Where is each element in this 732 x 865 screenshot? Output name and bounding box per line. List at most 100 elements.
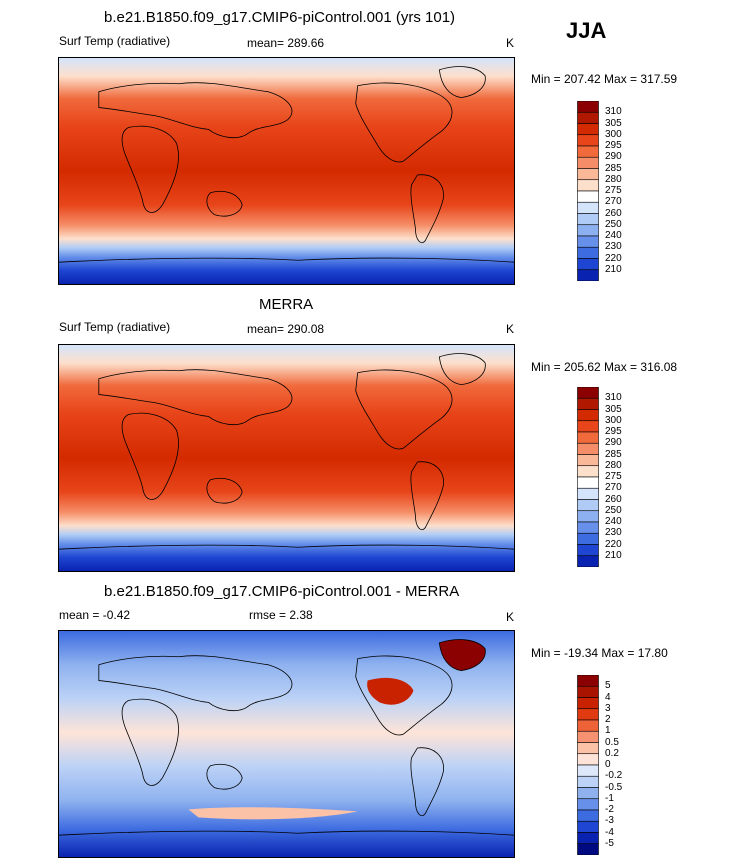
colorbar-swatch [577,224,599,237]
panel-model-coast-south-america [410,174,444,244]
colorbar-swatch [577,123,599,136]
colorbar-swatch [577,809,599,822]
panel-obs-coast-eurasia [98,369,293,426]
panel-model-colorbar [577,101,599,281]
colorbar-tick-label: 2 [605,714,611,725]
panel-diff-coast-eurasia [98,655,293,712]
panel-model-coast-australia [206,190,243,217]
colorbar-tick-label: 0 [605,759,611,770]
colorbar-tick-label: 1 [605,725,611,737]
colorbar-swatch [577,134,599,147]
panel-diff-coast-australia [206,763,243,790]
panel-model-map [58,57,515,285]
panel-obs-coast-australia [206,477,243,504]
colorbar-tick-label: 305 [605,403,622,415]
colorbar-tick-label: 240 [605,516,622,527]
panel-obs-minmax: Min = 205.62 Max = 316.08 [531,360,678,374]
colorbar-swatch [577,258,599,271]
colorbar-swatch [577,532,599,545]
colorbar-swatch [577,719,599,732]
colorbar-tick-label: -1 [605,792,614,804]
colorbar-tick-label: 220 [605,538,622,550]
colorbar-swatch [577,387,599,399]
panel-obs-coast-north-america [355,369,453,450]
colorbar-tick-label: 275 [605,471,622,482]
colorbar-swatch [577,235,599,248]
colorbar-tick-label: 240 [605,230,622,241]
colorbar-tick-label: 285 [605,448,622,460]
season-label: JJA [566,18,607,43]
colorbar-swatch [577,101,599,113]
panel-diff-map-svg [59,631,514,857]
colorbar-tick-label: 295 [605,426,622,437]
colorbar-tick-label: 220 [605,252,622,264]
colorbar-swatch [577,213,599,226]
colorbar-tick-label: 210 [605,549,622,561]
colorbar-swatch [577,269,599,281]
panel-diff-mean-label: mean = -0.42 [59,608,131,622]
colorbar-tick-label: 310 [605,392,622,404]
colorbar-tick-label: -2 [605,804,614,815]
panel-model-minmax: Min = 207.42 Max = 317.59 [531,72,678,86]
colorbar-swatch [577,246,599,259]
panel-diff-coast-south-america [410,747,444,817]
colorbar-swatch [577,397,599,410]
panel-obs-coast-antarctica [59,544,514,550]
panel-obs-colorbar-svg [577,387,599,567]
panel-model-field [59,58,514,284]
panel-diff-map [58,630,515,858]
colorbar-swatch [577,742,599,755]
colorbar-tick-label: 4 [605,691,611,703]
colorbar-swatch [577,465,599,478]
panel-obs-coast-south-america [410,461,444,531]
panel-obs-title: MERRA [259,296,314,313]
colorbar-swatch [577,409,599,422]
colorbar-swatch [577,753,599,766]
colorbar-tick-label: 290 [605,437,622,449]
panel-diff-north-america-anomaly [367,677,414,705]
colorbar-tick-label: 280 [605,173,622,185]
colorbar-swatch [577,156,599,169]
colorbar-tick-label: -0.2 [605,770,623,782]
colorbar-swatch [577,798,599,811]
panel-model-mean-label: mean= 289.66 [247,36,325,50]
colorbar-swatch [577,555,599,567]
colorbar-swatch [577,832,599,845]
colorbar-swatch [577,476,599,489]
colorbar-swatch [577,675,599,687]
panel-diff-coast-north-america [355,655,453,736]
colorbar-tick-label: 260 [605,493,622,505]
colorbar-tick-label: 230 [605,241,622,253]
colorbar-tick-label: 310 [605,106,622,118]
colorbar-tick-label: 280 [605,459,622,471]
panel-diff-field [59,631,514,857]
colorbar-swatch [577,179,599,192]
colorbar-swatch [577,820,599,833]
colorbar-tick-label: 275 [605,185,622,196]
colorbar-tick-label: 250 [605,504,622,516]
colorbar-tick-label: 260 [605,207,622,219]
panel-diff-coast-greenland [438,639,486,672]
colorbar-tick-label: 270 [605,196,622,208]
colorbar-tick-label: 285 [605,162,622,174]
colorbar-swatch [577,730,599,743]
panel-obs-field [59,345,514,571]
colorbar-tick-label: 0.5 [605,736,619,748]
panel-diff-colorbar [577,675,599,855]
panel-diff-greenland-anomaly [439,639,486,671]
colorbar-tick-label: -4 [605,826,614,838]
panel-diff-units: K [506,610,515,624]
panel-model-variable-label: Surf Temp (radiative) [59,34,171,48]
colorbar-swatch [577,190,599,203]
colorbar-tick-label: 290 [605,151,622,163]
colorbar-swatch [577,764,599,777]
panel-model-coast-eurasia [98,82,293,139]
panel-diff-rmse-label: rmse = 2.38 [249,608,313,622]
panel-diff-colorbar-svg [577,675,599,855]
colorbar-swatch [577,431,599,444]
colorbar-swatch [577,145,599,158]
colorbar-swatch [577,510,599,523]
panel-obs-map-svg [59,345,514,571]
colorbar-swatch [577,775,599,788]
panel-obs-map [58,344,515,572]
